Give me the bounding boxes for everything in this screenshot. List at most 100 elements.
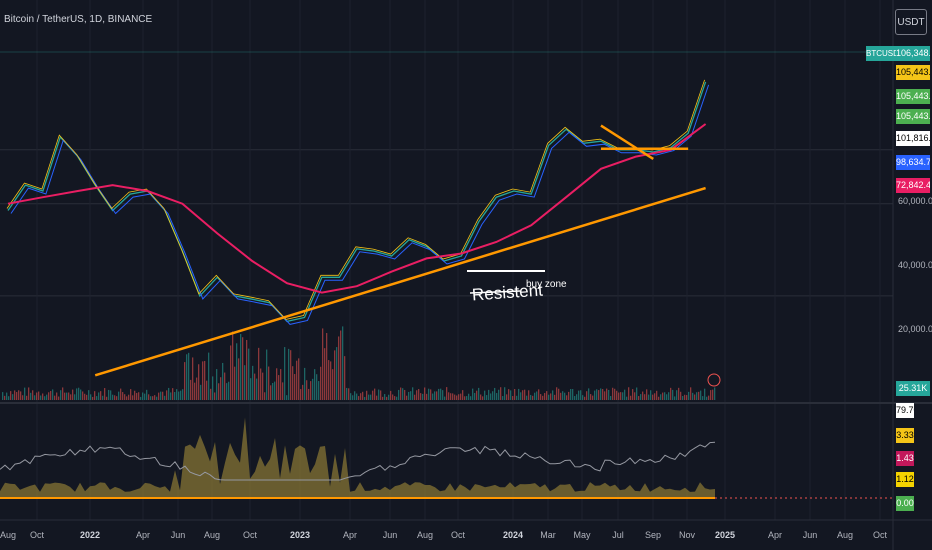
volume-bar <box>660 394 662 400</box>
volume-bar <box>138 392 140 400</box>
x-tick: Jul <box>612 530 624 540</box>
currency-button[interactable]: USDT <box>895 9 927 35</box>
volume-bar <box>522 390 524 400</box>
volume-bar <box>96 396 98 400</box>
volume-bar <box>250 378 252 400</box>
volume-bar <box>524 389 526 400</box>
volume-bar <box>308 388 310 400</box>
volume-bar <box>14 390 16 400</box>
volume-bar <box>500 387 502 400</box>
volume-bar <box>152 396 154 400</box>
volume-bar <box>74 394 76 400</box>
volume-bar <box>494 387 496 400</box>
volume-bar <box>368 394 370 400</box>
volume-bar <box>176 389 178 400</box>
volume-bar <box>160 391 162 400</box>
volume-bar <box>588 388 590 400</box>
volume-bar <box>546 391 548 400</box>
volume-bar <box>680 391 682 400</box>
volume-bar <box>388 394 390 400</box>
volume-bar <box>532 395 534 400</box>
volume-bar <box>12 394 14 400</box>
volume-bar <box>700 390 702 400</box>
volume-bar <box>506 394 508 400</box>
volume-bar <box>566 395 568 400</box>
volume-bar <box>290 350 292 400</box>
volume-bar <box>38 391 40 400</box>
volume-bar <box>536 391 538 400</box>
x-tick: Aug <box>203 530 221 540</box>
volume-bar <box>558 388 560 400</box>
volume-bar <box>300 389 302 400</box>
volume-bar <box>664 392 666 400</box>
volume-bar <box>434 391 436 400</box>
volume-bar <box>698 391 700 400</box>
volume-bar <box>366 390 368 400</box>
volume-bar <box>456 395 458 400</box>
volume-bar <box>336 347 338 400</box>
indicator-line <box>0 441 716 481</box>
volume-bar <box>16 392 18 400</box>
volume-bar <box>416 390 418 400</box>
volume-bar <box>498 389 500 400</box>
volume-bar <box>112 394 114 400</box>
volume-bar <box>48 392 50 400</box>
volume-bar <box>674 396 676 400</box>
x-tick: Jun <box>382 530 398 540</box>
volume-bar <box>466 396 468 400</box>
volume-bar <box>70 394 72 400</box>
volume-bar <box>400 387 402 400</box>
volume-bar <box>614 388 616 400</box>
volume-bar <box>380 390 382 400</box>
volume-bar <box>4 395 6 400</box>
volume-bar <box>624 389 626 400</box>
volume-bar <box>480 394 482 400</box>
x-tick: Jun <box>802 530 818 540</box>
volume-bar <box>28 387 30 400</box>
x-tick: Oct <box>29 530 45 540</box>
x-tick: 2024 <box>502 530 524 540</box>
volume-bar <box>468 393 470 400</box>
volume-bar <box>684 394 686 400</box>
volume-bar <box>280 369 282 400</box>
volume-bar <box>390 390 392 400</box>
volume-bar <box>478 387 480 400</box>
volume-bar <box>302 384 304 400</box>
volume-bar <box>88 390 90 400</box>
volume-bar <box>582 395 584 400</box>
volume-bar <box>510 390 512 400</box>
volume-bar <box>382 396 384 400</box>
volume-bar <box>634 392 636 400</box>
volume-bar <box>686 395 688 400</box>
volume-bar <box>106 396 108 400</box>
volume-bar <box>630 395 632 400</box>
volume-bar <box>212 376 214 400</box>
x-tick: 2025 <box>714 530 736 540</box>
volume-bar <box>330 361 332 400</box>
volume-bar <box>516 395 518 400</box>
volume-bar <box>696 392 698 400</box>
volume-bar <box>374 388 376 400</box>
volume-bar <box>482 396 484 400</box>
volume-bar <box>584 396 586 400</box>
x-tick: Apr <box>135 530 151 540</box>
volume-bar <box>18 390 20 400</box>
volume-bar <box>492 391 494 400</box>
volume-bar <box>656 390 658 400</box>
volume-bar <box>226 383 228 400</box>
volume-bar <box>512 396 514 400</box>
price-tag: 98,634.75 <box>896 155 930 170</box>
volume-bar <box>472 388 474 400</box>
volume-bar <box>272 382 274 400</box>
volume-bar <box>182 389 184 400</box>
indicator-area <box>0 417 715 498</box>
volume-bar <box>126 396 128 400</box>
volume-bar <box>218 383 220 400</box>
volume-bar <box>596 389 598 400</box>
volume-bar <box>620 392 622 400</box>
volume-bar <box>530 394 532 400</box>
indicator-tag: 1.12 <box>896 472 914 487</box>
volume-bar <box>186 354 188 400</box>
x-tick: Oct <box>242 530 258 540</box>
volume-bar <box>318 381 320 400</box>
